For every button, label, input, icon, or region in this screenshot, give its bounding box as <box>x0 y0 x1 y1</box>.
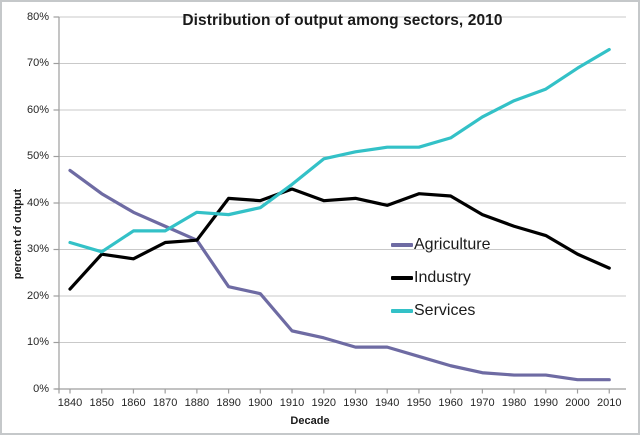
x-tick-label: 1970 <box>470 397 495 409</box>
x-tick-label: 1990 <box>533 397 559 409</box>
y-tick-label: 10% <box>26 336 49 348</box>
legend-label-industry: Industry <box>414 268 471 286</box>
legend-swatch-services <box>391 308 413 313</box>
legend-swatch-industry <box>391 275 413 280</box>
series-line-services <box>68 47 611 254</box>
x-tick-label: 1870 <box>152 397 178 409</box>
x-tick-label: 1980 <box>501 397 527 409</box>
series-line-industry <box>68 187 611 291</box>
y-tick-label: 30% <box>26 243 49 255</box>
x-tick-label: 1860 <box>121 397 146 409</box>
legend-label-services: Services <box>414 301 476 319</box>
y-tick-label: 60% <box>26 103 49 116</box>
x-axis-title: Decade <box>290 415 330 427</box>
x-tick-label: 1840 <box>57 397 83 409</box>
y-tick-label: 0% <box>33 382 49 395</box>
y-tick-label: 20% <box>26 289 49 302</box>
x-tick-label: 1930 <box>343 397 368 409</box>
y-tick-label: 70% <box>26 57 49 69</box>
x-tick-label: 1890 <box>216 397 241 409</box>
y-tick-label: 40% <box>26 196 49 209</box>
legend-label-agriculture: Agriculture <box>414 235 491 253</box>
x-tick-label: 1940 <box>374 397 400 409</box>
x-tick-label: 1950 <box>406 397 432 409</box>
legend-item-services: Services <box>391 294 490 327</box>
chart-title: Distribution of output among sectors, 20… <box>182 12 503 29</box>
legend-swatch-agriculture <box>391 242 413 247</box>
y-tick-label: 80% <box>26 10 49 23</box>
x-tick-label: 2000 <box>565 397 590 409</box>
legend-item-industry: Industry <box>391 261 490 294</box>
legend: Agriculture Industry Services <box>391 228 490 327</box>
x-tick-label: 1920 <box>311 397 336 409</box>
series-line-agriculture <box>68 168 611 382</box>
x-tick-label: 1880 <box>184 397 210 409</box>
y-tick-label: 50% <box>26 150 49 162</box>
x-tick-label: 1900 <box>248 397 273 409</box>
x-tick-label: 1850 <box>89 397 114 409</box>
legend-item-agriculture: Agriculture <box>391 228 490 261</box>
x-tick-label: 1910 <box>279 397 305 409</box>
x-tick-label: 1960 <box>438 397 463 409</box>
x-tick-label: 2010 <box>596 397 622 409</box>
